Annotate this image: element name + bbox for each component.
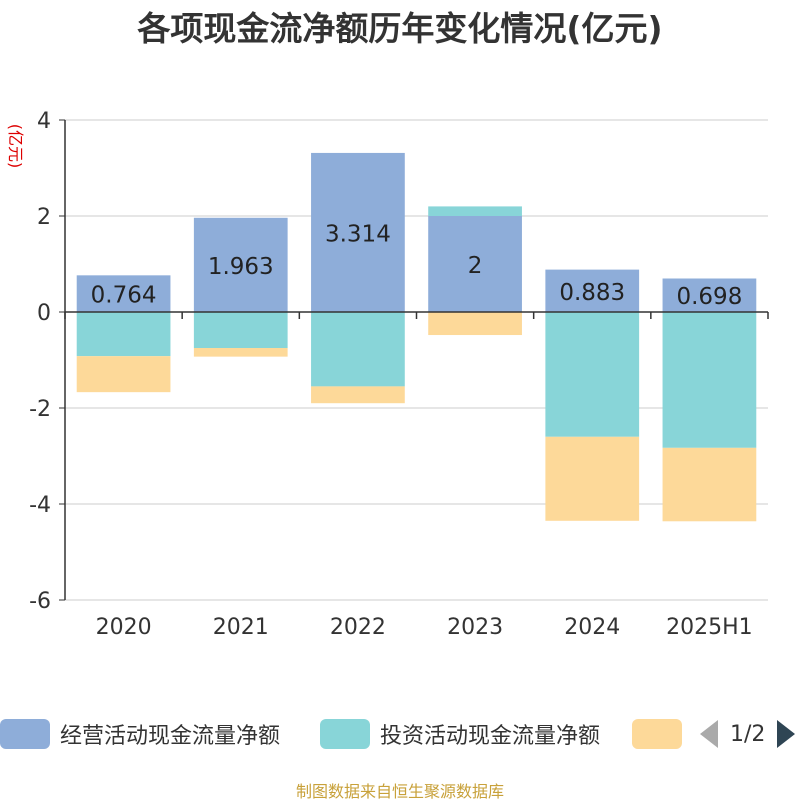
- bar-2022-series-1[interactable]: [311, 312, 405, 387]
- legend: 经营活动现金流量净额 投资活动现金流量净额 1/2: [0, 714, 800, 754]
- bar-2025H1-series-1[interactable]: [662, 312, 757, 448]
- legend-swatch-investing: [320, 719, 370, 749]
- bar-2022-series-0[interactable]: [311, 152, 405, 312]
- chart-title: 各项现金流净额历年变化情况(亿元): [137, 9, 663, 48]
- data-label-2022: 3.314: [325, 221, 391, 247]
- y-tick-label: -4: [29, 493, 51, 518]
- data-label-2024: 0.883: [559, 280, 625, 306]
- x-tick-label: 2020: [96, 615, 152, 640]
- y-tick-label: 0: [37, 301, 51, 326]
- bar-2021-series-1[interactable]: [193, 312, 288, 348]
- bar-2020-series-0[interactable]: [76, 275, 171, 312]
- data-label-2020: 0.764: [91, 283, 157, 309]
- bar-2024-series-1[interactable]: [545, 312, 640, 437]
- bar-2022-series-2[interactable]: [311, 386, 405, 404]
- data-label-2025H1: 0.698: [676, 284, 742, 310]
- y-axis-title: (亿元): [6, 124, 25, 169]
- bar-2021-series-0[interactable]: [193, 217, 288, 312]
- bar-2023-series-1[interactable]: [428, 206, 522, 216]
- legend-item-financing[interactable]: [632, 714, 692, 754]
- x-tick-label: 2021: [213, 615, 269, 640]
- y-tick-label: 2: [37, 205, 51, 230]
- bar-2024-series-0[interactable]: [545, 269, 640, 312]
- x-tick-label: 2025H1: [666, 615, 753, 640]
- legend-swatch-financing: [632, 719, 682, 749]
- legend-label-operating: 经营活动现金流量净额: [60, 724, 281, 749]
- pager-prev-icon[interactable]: [700, 720, 718, 748]
- data-label-2021: 1.963: [208, 254, 274, 280]
- bar-2020-series-1[interactable]: [76, 312, 171, 357]
- y-tick-label: -6: [29, 589, 51, 614]
- data-label-2023: 2: [468, 253, 483, 279]
- legend-label-investing: 投资活动现金流量净额: [380, 724, 601, 749]
- x-tick-label: 2022: [330, 615, 386, 640]
- cashflow-bar-chart: -6 -4 -2 0 2 4 2020 2021 2022 2023 2024 2025H1 0.76…: [6, 109, 769, 640]
- legend-pager: 1/2: [700, 714, 796, 754]
- bar-2020-series-2[interactable]: [76, 356, 171, 393]
- bar-2023-series-2[interactable]: [428, 312, 522, 336]
- bar-2021-series-2[interactable]: [193, 348, 288, 357]
- pager-text: 1/2: [730, 721, 766, 747]
- bar-2025H1-series-0[interactable]: [662, 278, 757, 312]
- legend-swatch-operating: [0, 719, 50, 749]
- bar-2024-series-2[interactable]: [545, 436, 640, 521]
- legend-item-operating[interactable]: 经营活动现金流量净额: [0, 714, 280, 754]
- legend-item-investing[interactable]: 投资活动现金流量净额: [320, 714, 600, 754]
- source-note: 制图数据来自恒生聚源数据库: [295, 782, 504, 801]
- pager-next-icon[interactable]: [777, 720, 796, 748]
- y-tick-label: -2: [29, 397, 51, 422]
- x-tick-label: 2023: [447, 615, 503, 640]
- y-tick-label: 4: [37, 109, 51, 134]
- bar-2023-series-0[interactable]: [428, 216, 522, 312]
- bar-2025H1-series-2[interactable]: [662, 447, 757, 522]
- x-tick-label: 2024: [564, 615, 620, 640]
